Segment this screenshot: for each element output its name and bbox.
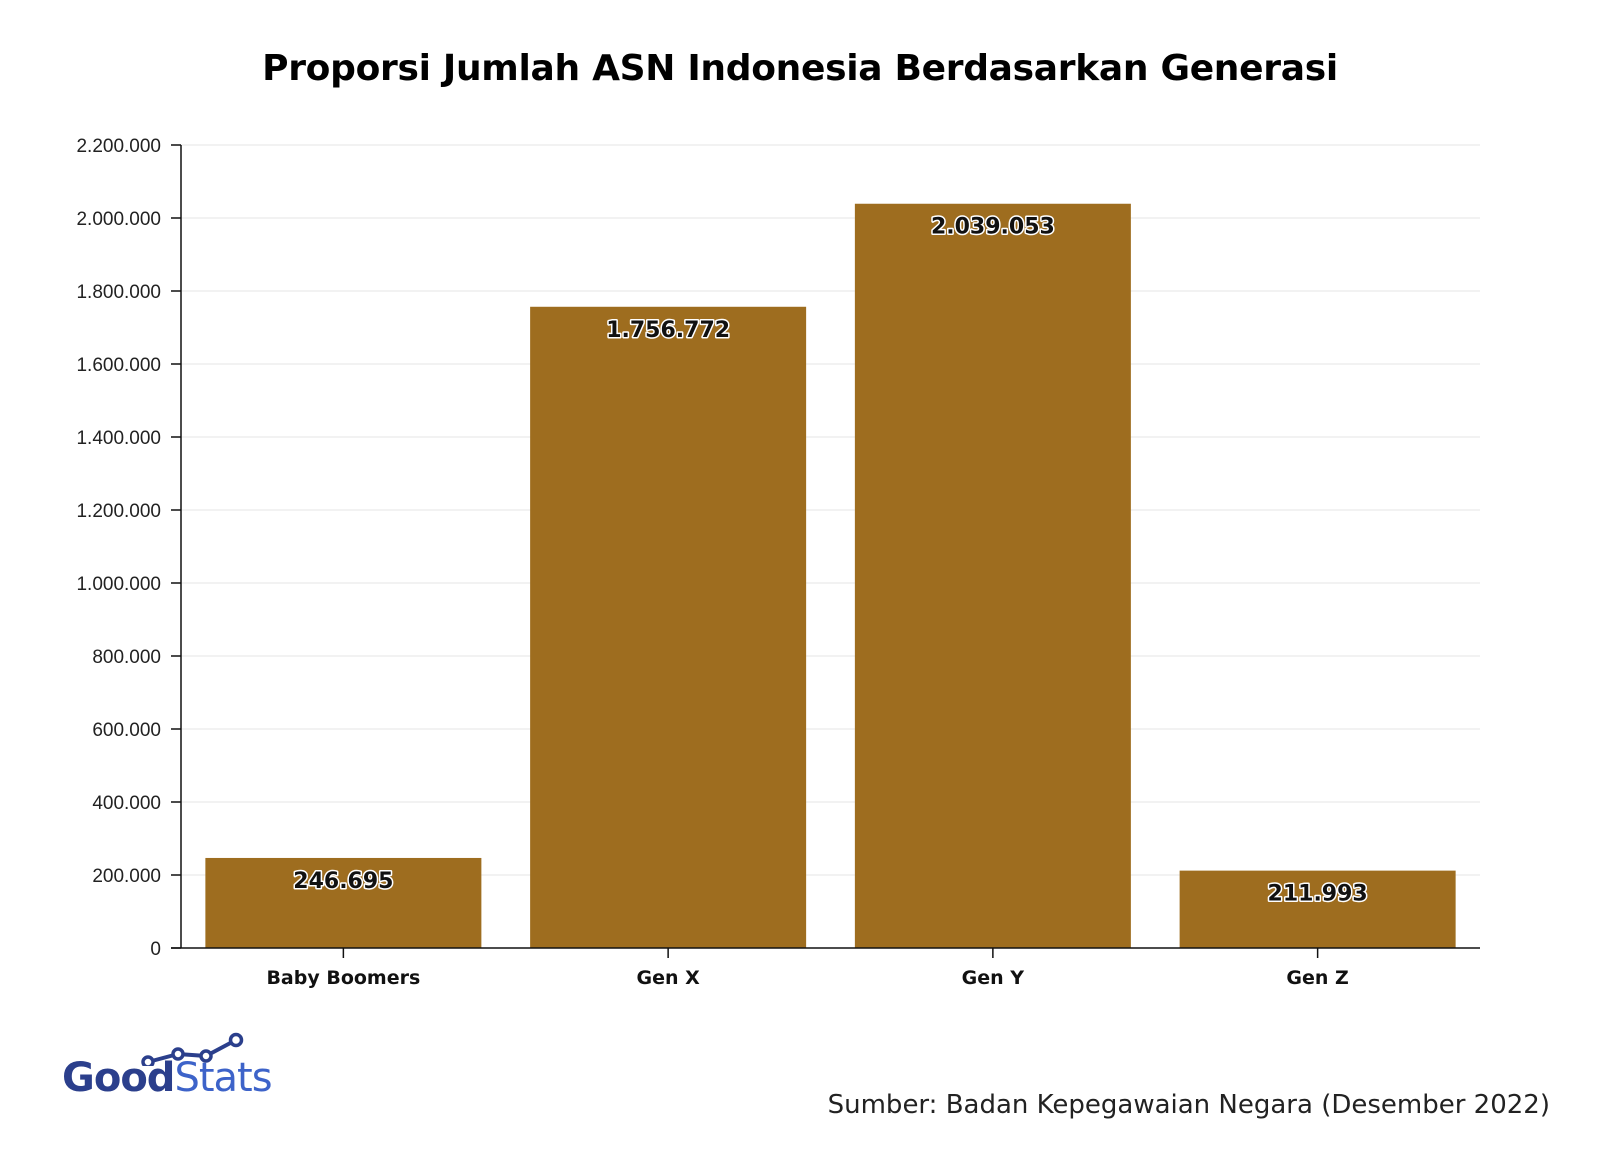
y-tick-label: 1.800.000 (76, 282, 161, 303)
x-tick-label: Gen Z (1286, 967, 1348, 989)
data-label: 2.039.053 (931, 215, 1055, 240)
logo-wordmark-good: Good (62, 1055, 175, 1101)
y-tick-label: 600.000 (92, 720, 161, 741)
logo-wordmark: GoodStats (62, 1055, 273, 1101)
y-tick-label: 1.200.000 (76, 501, 161, 522)
gridlines (181, 144, 1480, 876)
goodstats-logo: GoodStats (62, 1032, 302, 1116)
bar-chart: 0 200.000 400.000 600.000 800.000 1.000.000 1.… (76, 136, 1480, 989)
y-tick-label: 400.000 (92, 793, 161, 814)
y-tick-label: 1.600.000 (76, 355, 161, 376)
y-tick-label: 0 (150, 939, 161, 960)
data-label: 211.993 (1268, 882, 1368, 907)
source-note: Sumber: Badan Kepegawaian Negara (Desemb… (827, 1090, 1550, 1120)
data-labels: 246.695 1.756.772 2.039.053 211.993 (292, 213, 1369, 908)
bar (205, 857, 482, 948)
y-tick-label: 1.000.000 (76, 574, 161, 595)
bar (1179, 870, 1456, 948)
data-label: 1.756.772 (606, 318, 730, 343)
bars (205, 203, 1456, 949)
x-tick-label: Baby Boomers (266, 967, 420, 989)
y-tick-label: 2.000.000 (76, 209, 161, 230)
y-tick-label: 200.000 (92, 866, 161, 887)
bar (854, 203, 1131, 948)
axes: 0 200.000 400.000 600.000 800.000 1.000.000 1.… (76, 136, 1480, 989)
chart-title: Proporsi Jumlah ASN Indonesia Berdasarka… (262, 48, 1338, 89)
trend-graph-icon (141, 1032, 244, 1066)
y-tick-label: 1.400.000 (76, 428, 161, 449)
y-tick-label: 800.000 (92, 647, 161, 668)
y-tick-label: 2.200.000 (76, 136, 161, 157)
logo-wordmark-stats: Stats (174, 1055, 272, 1101)
bar (530, 306, 807, 949)
x-tick-label: Gen Y (962, 967, 1025, 989)
x-tick-label: Gen X (636, 967, 700, 989)
data-label: 246.695 (293, 869, 393, 894)
